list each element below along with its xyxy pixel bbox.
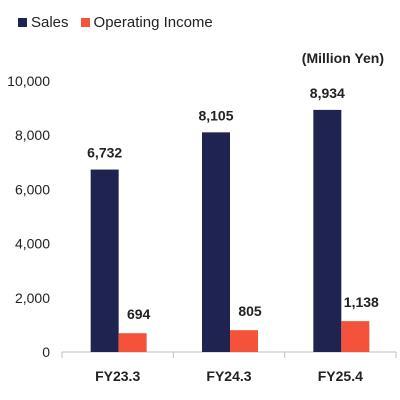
legend-item-operating-income: Operating Income	[80, 14, 213, 31]
y-tick-label: 10,000	[7, 73, 50, 89]
legend: Sales Operating Income	[18, 14, 225, 31]
data-label-operating-income: 805	[238, 303, 262, 319]
legend-label-sales: Sales	[31, 14, 69, 31]
data-label-sales: 8,105	[198, 107, 233, 123]
legend-swatch-sales	[18, 18, 27, 27]
y-tick-label: 6,000	[15, 181, 50, 197]
bar-operating-income	[341, 321, 370, 352]
unit-label: (Million Yen)	[301, 50, 384, 66]
bar-sales	[202, 132, 230, 352]
data-label-sales: 6,732	[87, 145, 122, 161]
x-tick-label: FY23.3	[95, 368, 140, 384]
data-label-operating-income: 694	[127, 306, 151, 322]
legend-item-sales: Sales	[18, 14, 69, 31]
x-tick-label: FY24.3	[206, 368, 251, 384]
bar-sales	[90, 169, 119, 352]
y-tick-label: 4,000	[15, 236, 50, 252]
legend-label-operating-income: Operating Income	[93, 14, 213, 31]
bar-operating-income	[230, 330, 258, 352]
y-tick-label: 0	[42, 344, 50, 360]
data-label-sales: 8,934	[310, 85, 345, 101]
x-tick-label: FY25.4	[318, 368, 363, 384]
data-label-operating-income: 1,138	[344, 294, 379, 310]
legend-swatch-operating-income	[80, 18, 90, 27]
y-tick-label: 2,000	[15, 290, 50, 306]
y-tick-label: 8,000	[15, 127, 50, 143]
bar-operating-income	[118, 333, 147, 352]
bar-sales	[313, 109, 342, 352]
